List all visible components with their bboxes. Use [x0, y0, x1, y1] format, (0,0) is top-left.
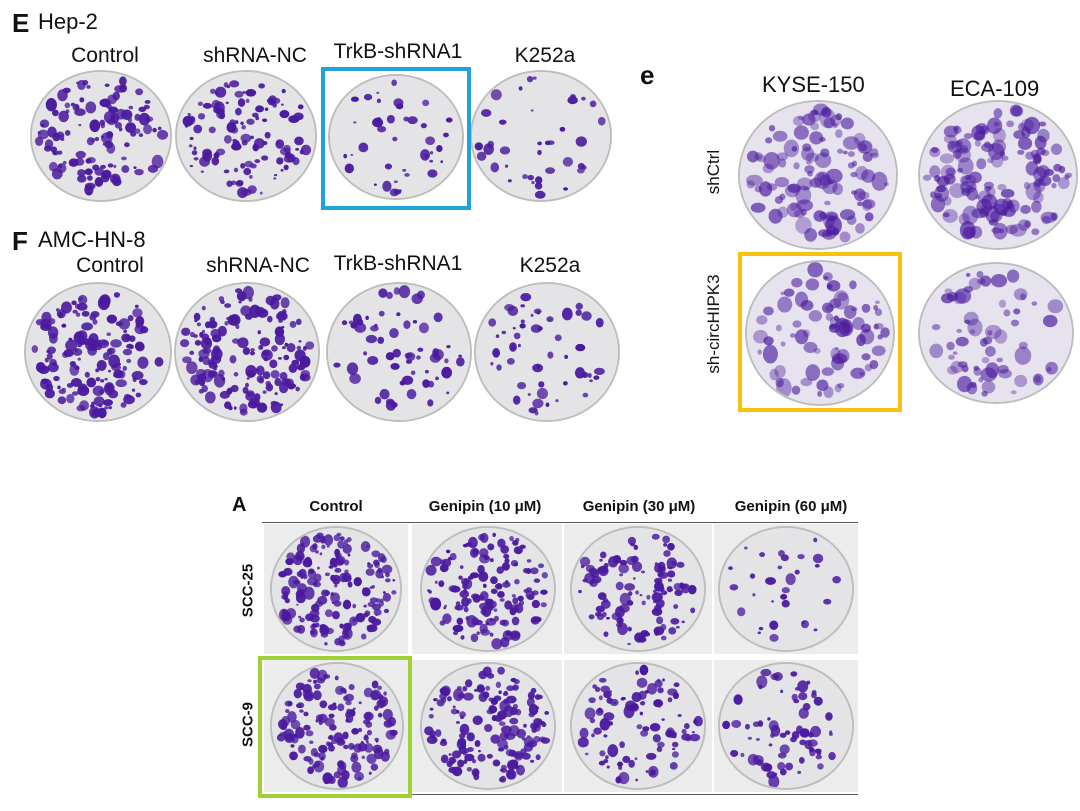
petri-dish	[745, 260, 895, 406]
panel-e-lower-col-1: KYSE-150	[762, 72, 865, 97]
panel-f-col-1: Control	[76, 254, 144, 277]
panel-e-col-4: K252a	[514, 44, 576, 67]
panel-e-col-2: shRNA-NC	[203, 44, 307, 67]
panel-e-cell-line: Hep-2	[38, 9, 98, 34]
highlight-box-yellow	[738, 252, 902, 412]
petri-dish	[174, 282, 320, 422]
petri-dish	[570, 662, 706, 790]
panel-f-col-4: K252a	[519, 254, 581, 277]
petri-dish	[718, 526, 854, 652]
petri-dish	[470, 70, 612, 202]
panel-a-row-1: SCC-25	[239, 563, 257, 618]
highlight-box-blue	[321, 67, 471, 210]
petri-dish	[175, 70, 317, 202]
petri-dish	[918, 100, 1078, 250]
panel-f-cell-line: AMC-HN-8	[38, 227, 146, 252]
panel-e-col-1: Control	[71, 44, 139, 67]
petri-dish	[24, 282, 172, 422]
petri-dish	[326, 282, 472, 422]
petri-dish	[328, 74, 464, 200]
petri-dish	[420, 662, 556, 790]
panel-a-col-3: Genipin (30 μM)	[582, 498, 696, 515]
panel-a-row-2: SCC-9	[239, 702, 257, 748]
panel-f-col-3: TrkB-shRNA1	[333, 252, 463, 275]
panel-a-col-1: Control	[309, 498, 363, 515]
panel-a-col-4: Genipin (60 μM)	[734, 498, 848, 515]
panel-e-lower-letter: e	[640, 60, 655, 90]
highlight-box-green	[258, 656, 412, 798]
panel-a-bottom-rule	[262, 794, 858, 795]
petri-dish	[570, 526, 706, 652]
petri-dish	[738, 100, 898, 250]
petri-dish	[30, 70, 172, 202]
panel-e-col-3: TrkB-shRNA1	[333, 40, 463, 63]
panel-f-col-2: shRNA-NC	[206, 254, 310, 277]
panel-e-lower-row-1: shCtrl	[704, 149, 723, 195]
panel-a-col-2: Genipin (10 μM)	[428, 498, 542, 515]
panel-f-letter: F	[12, 226, 28, 256]
panel-e-lower-row-2: sh-circHIPK3	[704, 274, 723, 374]
panel-e-lower-col-2: ECA-109	[950, 76, 1040, 101]
panel-a-letter: A	[232, 494, 247, 516]
petri-dish	[718, 662, 854, 790]
panel-e-letter: E	[12, 8, 30, 38]
petri-dish	[270, 526, 402, 652]
panel-a-top-rule	[262, 522, 858, 523]
petri-dish	[918, 262, 1074, 404]
petri-dish	[474, 282, 620, 422]
petri-dish	[420, 526, 556, 652]
petri-dish	[270, 662, 404, 790]
